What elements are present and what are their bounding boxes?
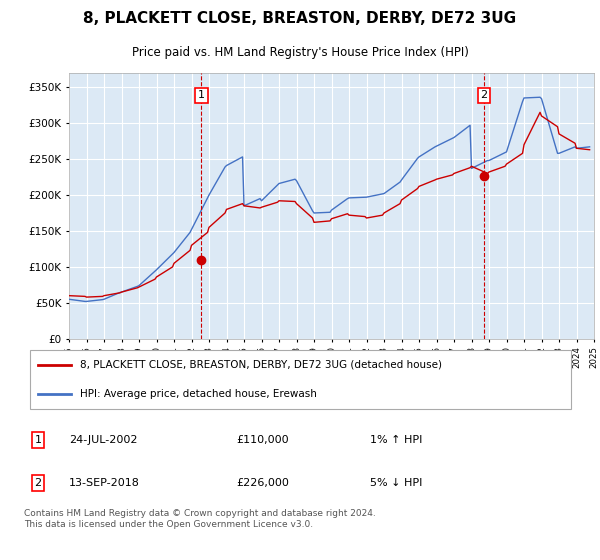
Text: 5% ↓ HPI: 5% ↓ HPI [370,478,422,488]
Text: 2: 2 [34,478,41,488]
Text: Price paid vs. HM Land Registry's House Price Index (HPI): Price paid vs. HM Land Registry's House … [131,46,469,59]
Text: 1% ↑ HPI: 1% ↑ HPI [370,435,422,445]
Text: 1: 1 [198,90,205,100]
FancyBboxPatch shape [29,351,571,409]
Text: 24-JUL-2002: 24-JUL-2002 [68,435,137,445]
Text: 2: 2 [481,90,487,100]
Text: £226,000: £226,000 [236,478,289,488]
Text: £110,000: £110,000 [236,435,289,445]
Text: 13-SEP-2018: 13-SEP-2018 [68,478,140,488]
Text: 1: 1 [34,435,41,445]
Text: 8, PLACKETT CLOSE, BREASTON, DERBY, DE72 3UG (detached house): 8, PLACKETT CLOSE, BREASTON, DERBY, DE72… [80,360,442,370]
Text: 8, PLACKETT CLOSE, BREASTON, DERBY, DE72 3UG: 8, PLACKETT CLOSE, BREASTON, DERBY, DE72… [83,11,517,26]
Text: HPI: Average price, detached house, Erewash: HPI: Average price, detached house, Erew… [80,389,317,399]
Text: Contains HM Land Registry data © Crown copyright and database right 2024.
This d: Contains HM Land Registry data © Crown c… [24,510,376,529]
